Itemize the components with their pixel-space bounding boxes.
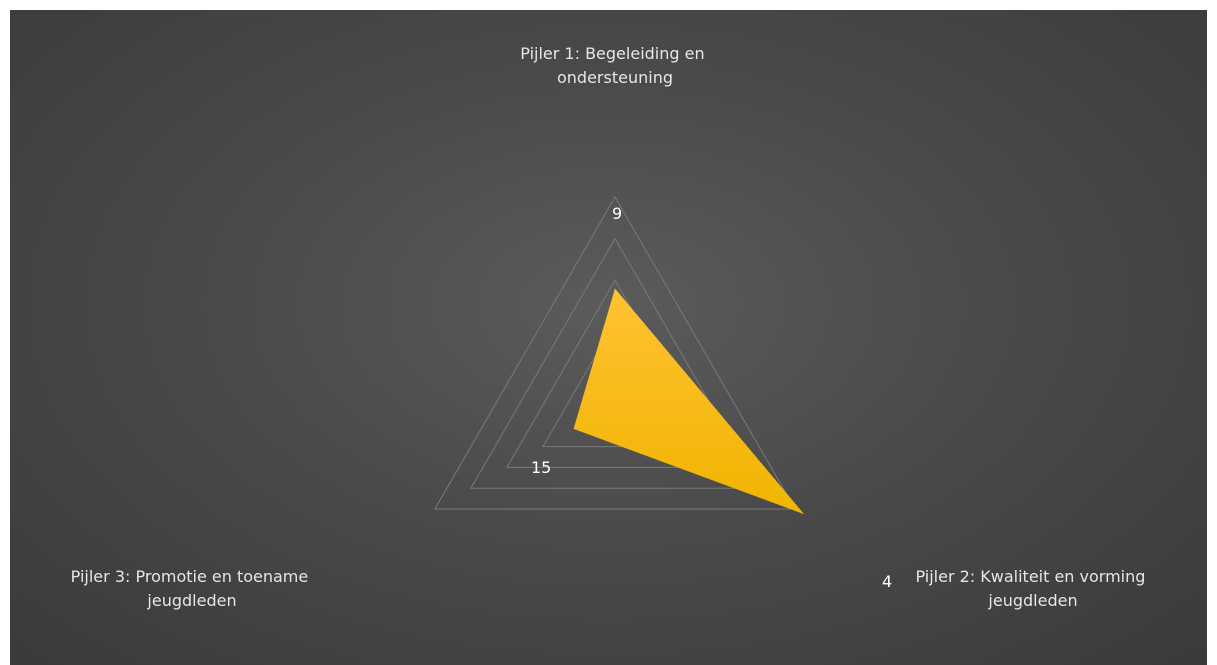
- axis-label-pijler-2: Pijler 2: Kwaliteit en vorming jeugdlede…: [915, 567, 1150, 610]
- axis-label-pijler-1-line-1: Pijler 1: Begeleiding en: [520, 44, 704, 63]
- chart-area: Pijler 1: Begeleiding en ondersteuning P…: [10, 10, 1207, 665]
- axis-label-pijler-3-line-1: Pijler 3: Promotie en toename: [71, 567, 309, 586]
- data-label-pijler-3: 15: [531, 458, 551, 477]
- series-area: [573, 288, 805, 515]
- axis-label-pijler-2-line-2: jeugdleden: [987, 591, 1077, 610]
- axis-label-pijler-1-line-2: ondersteuning: [557, 68, 673, 87]
- axis-label-pijler-3-line-2: jeugdleden: [146, 591, 236, 610]
- grid-ring-5: [434, 196, 796, 510]
- axis-label-pijler-1: Pijler 1: Begeleiding en ondersteuning: [520, 44, 709, 87]
- axis-label-pijler-2-line-1: Pijler 2: Kwaliteit en vorming: [915, 567, 1145, 586]
- grid-ring-4: [470, 237, 760, 489]
- radar-series: [573, 288, 805, 515]
- axis-label-pijler-3: Pijler 3: Promotie en toename jeugdleden: [71, 567, 314, 610]
- radar-chart: Pijler 1: Begeleiding en ondersteuning P…: [71, 44, 1150, 610]
- data-label-pijler-1: 9: [612, 204, 622, 223]
- data-label-pijler-2: 4: [882, 572, 892, 591]
